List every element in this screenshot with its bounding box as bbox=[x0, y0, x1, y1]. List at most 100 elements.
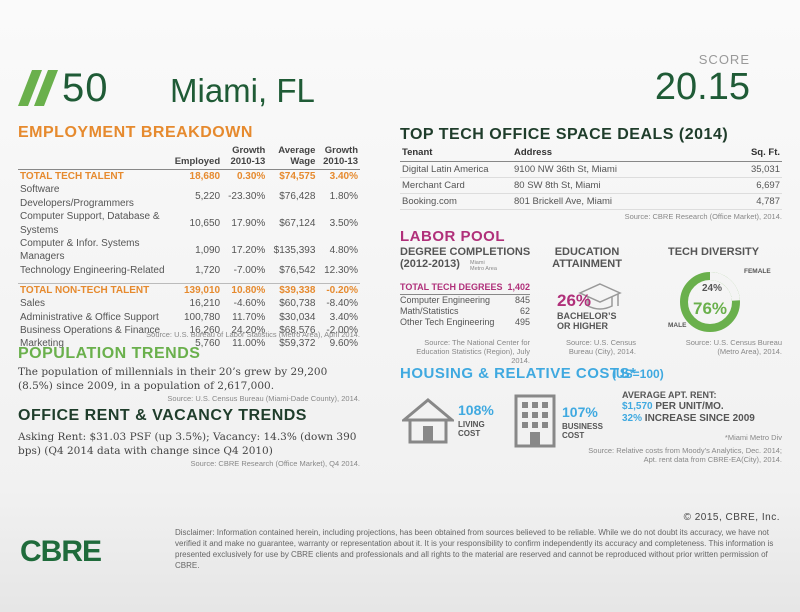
degree-label: Math/Statistics bbox=[400, 306, 459, 316]
deals-header-row: Tenant Address Sq. Ft. bbox=[400, 147, 782, 162]
deal-address: 80 SW 8th St, Miami bbox=[512, 177, 719, 194]
degree-years: (2012-2013) bbox=[400, 258, 460, 270]
female-label: FEMALE bbox=[744, 268, 771, 275]
row-label: Computer Support, Database & Systems bbox=[20, 211, 160, 236]
miami-note: *Miami Metro Div bbox=[724, 433, 782, 442]
deal-address: 9100 NW 36th St, Miami bbox=[512, 161, 719, 178]
deal-sqft: 6,697 bbox=[718, 177, 782, 194]
diversity-source: Source: U.S. Census Bureau (Metro Area),… bbox=[685, 338, 782, 356]
education-title: EDUCATION ATTAINMENT bbox=[552, 246, 622, 270]
row-value: 18,680 bbox=[168, 169, 223, 184]
row-value: 5,760 bbox=[195, 338, 221, 350]
degree-label: Other Tech Engineering bbox=[400, 317, 495, 327]
living-cost-value: 108% bbox=[458, 402, 494, 418]
row-value: $68,576 bbox=[279, 324, 316, 336]
housing-source: Source: Relative costs from Moody’s Anal… bbox=[588, 446, 782, 464]
employment-col-occupation bbox=[18, 145, 168, 170]
deal-row: Booking.com 801 Brickell Ave, Miami 4,787 bbox=[400, 193, 782, 210]
deal-sqft: 4,787 bbox=[718, 193, 782, 210]
row-value: 5,220 bbox=[195, 191, 221, 203]
row-value: 16,210 bbox=[189, 298, 221, 310]
row-label: Technology Engineering-Related bbox=[20, 264, 165, 276]
row-value: 3.50% bbox=[329, 217, 358, 229]
office-source: Source: CBRE Research (Office Market), Q… bbox=[190, 459, 360, 468]
row-label: Software Developers/Programmers bbox=[20, 184, 134, 209]
row-value: -4.60% bbox=[233, 298, 266, 310]
deals-body: Digital Latin America 9100 NW 36th St, Mi… bbox=[400, 161, 782, 210]
deal-sqft: 35,031 bbox=[718, 161, 782, 178]
row-value: $76,542 bbox=[279, 264, 316, 276]
cbre-logo: CBRE bbox=[20, 535, 102, 568]
office-title: OFFICE RENT & VACANCY TRENDS bbox=[18, 407, 307, 424]
row-value: 12.30% bbox=[324, 264, 358, 276]
business-cost-value: 107% bbox=[562, 404, 598, 420]
row-value: 17.90% bbox=[231, 217, 266, 229]
deals-col-sqft: Sq. Ft. bbox=[718, 147, 782, 162]
rent-title: AVERAGE APT. RENT: bbox=[622, 390, 717, 400]
labor-title: LABOR POOL bbox=[400, 228, 505, 245]
degree-row: Other Tech Engineering 495 bbox=[400, 317, 530, 328]
degree-total-row: TOTAL TECH DEGREES 1,402 bbox=[400, 282, 530, 295]
row-label: TOTAL TECH TALENT bbox=[18, 169, 168, 184]
deal-row: Digital Latin America 9100 NW 36th St, Mi… bbox=[400, 161, 782, 178]
deals-title: TOP TECH OFFICE SPACE DEALS (2014) bbox=[400, 126, 729, 143]
employment-col-growth1: Growth 2010-13 bbox=[222, 145, 268, 170]
row-value: 10.80% bbox=[222, 282, 268, 298]
female-percent: 24% bbox=[702, 283, 723, 294]
row-label: Computer & Infor. Systems Managers bbox=[20, 238, 140, 263]
rank-number: 50 bbox=[62, 66, 109, 110]
employment-body: TOTAL TECH TALENT 18,680 0.30% $74,575 3.40%… bbox=[18, 169, 360, 351]
deal-tenant: Booking.com bbox=[400, 193, 512, 210]
row-value: 11.00% bbox=[232, 338, 266, 350]
housing-title: HOUSING & RELATIVE COSTS* bbox=[400, 365, 637, 382]
degree-count: 62 bbox=[519, 306, 530, 316]
deals-col-tenant: Tenant bbox=[400, 147, 512, 162]
deal-row: Merchant Card 80 SW 8th St, Miami 6,697 bbox=[400, 177, 782, 194]
row-value: $39,338 bbox=[267, 282, 318, 298]
degree-count: 845 bbox=[514, 295, 530, 305]
table-row: Sales 16,210 -4.60% $60,738 -8.40% bbox=[18, 297, 360, 310]
double-slash-logo-icon bbox=[18, 70, 58, 106]
population-text: The population of millennials in their 2… bbox=[18, 366, 328, 392]
deals-table: Tenant Address Sq. Ft. Digital Latin Ame… bbox=[400, 147, 782, 210]
row-value: $67,124 bbox=[279, 217, 316, 229]
deals-col-address: Address bbox=[512, 147, 719, 162]
row-value: -0.20% bbox=[317, 282, 360, 298]
score-label: SCORE bbox=[698, 52, 750, 67]
education-percent: 26% bbox=[557, 291, 592, 310]
deal-address: 801 Brickell Ave, Miami bbox=[512, 193, 719, 210]
row-value: 9.60% bbox=[329, 338, 358, 350]
table-row: Marketing 5,760 11.00% $59,372 9.60% bbox=[18, 337, 360, 350]
row-value: 1,720 bbox=[195, 264, 221, 276]
employment-title: EMPLOYMENT BREAKDOWN bbox=[18, 124, 253, 141]
rent-unit: PER UNIT/MO. bbox=[655, 401, 724, 412]
population-title: POPULATION TRENDS bbox=[18, 345, 201, 362]
table-row: Software Developers/Programmers 5,220 -23.… bbox=[18, 183, 360, 210]
degree-count: 495 bbox=[514, 317, 530, 327]
row-label: Administrative & Office Support bbox=[20, 311, 159, 323]
row-label: Marketing bbox=[20, 338, 64, 350]
degree-count: 1,402 bbox=[506, 282, 530, 295]
row-value: 17.20% bbox=[231, 244, 266, 256]
living-cost-label: LIVING COST bbox=[458, 420, 485, 438]
employment-col-growth2: Growth 2010-13 bbox=[317, 145, 360, 170]
row-value: 1.80% bbox=[329, 191, 358, 203]
employment-header-row: Employed Growth 2010-13 Average Wage Growt… bbox=[18, 145, 360, 170]
deal-tenant: Digital Latin America bbox=[400, 161, 512, 178]
row-value: 16,260 bbox=[189, 324, 221, 336]
table-row: Computer Support, Database & Systems 10,6… bbox=[18, 210, 360, 237]
row-value: -2.00% bbox=[326, 324, 358, 336]
row-value: 3.40% bbox=[317, 169, 360, 184]
population-source: Source: U.S. Census Bureau (Miami-Dade C… bbox=[167, 394, 360, 403]
business-cost-label: BUSINESS COST bbox=[562, 422, 603, 440]
row-value: 24.20% bbox=[231, 324, 266, 336]
education-source: Source: U.S. Census Bureau (City), 2014. bbox=[565, 338, 636, 356]
degree-label: Computer Engineering bbox=[400, 295, 491, 305]
office-building-icon bbox=[514, 394, 556, 448]
row-label: Sales bbox=[20, 298, 46, 310]
table-row: Computer & Infor. Systems Managers 1,090 1… bbox=[18, 237, 360, 264]
degree-source: Source: The National Center for Educatio… bbox=[416, 338, 530, 365]
office-text: Asking Rent: $31.03 PSF (up 3.5%); Vacan… bbox=[18, 431, 357, 457]
row-value: $59,372 bbox=[279, 338, 316, 350]
